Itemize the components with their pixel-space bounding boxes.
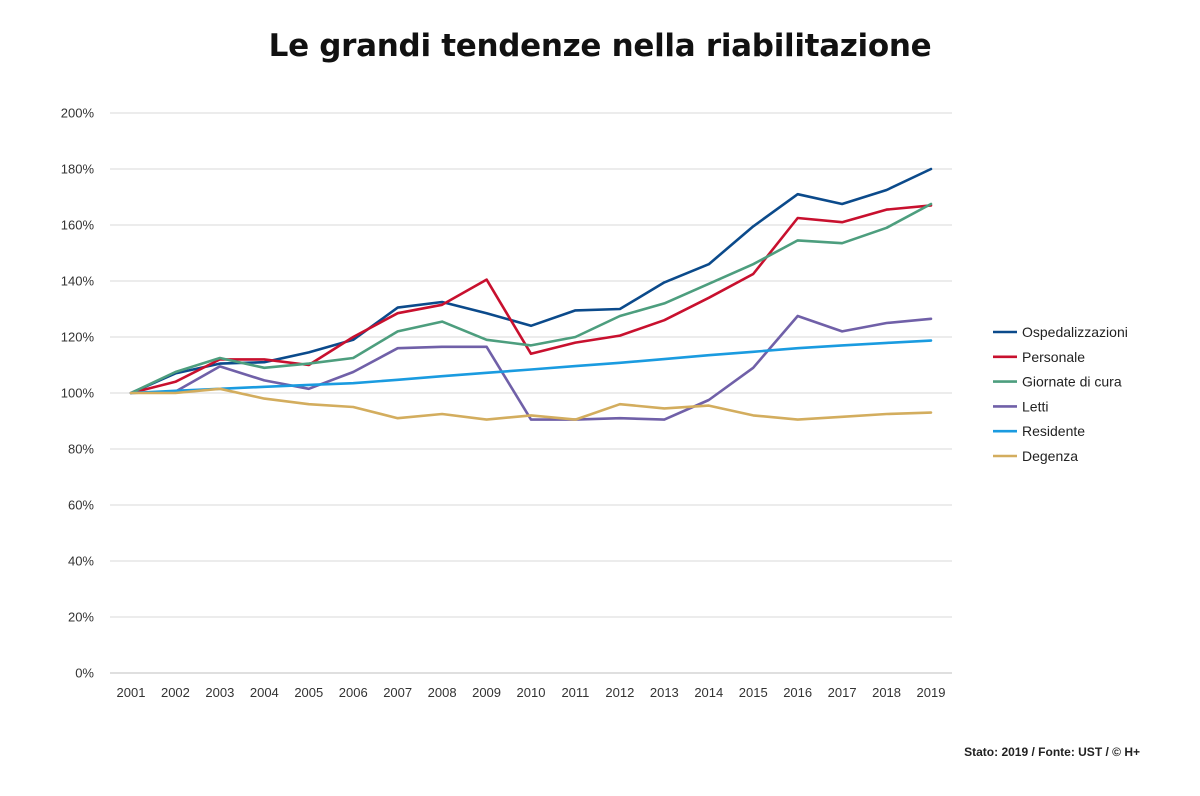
- x-tick-label: 2017: [828, 685, 857, 700]
- x-tick-label: 2003: [205, 685, 234, 700]
- legend-label: Ospedalizzazioni: [1022, 324, 1128, 340]
- x-tick-label: 2008: [428, 685, 457, 700]
- x-tick-label: 2011: [561, 685, 589, 700]
- x-tick-label: 2002: [161, 685, 190, 700]
- y-tick-label: 140%: [61, 274, 95, 289]
- series-line-giornate-di-cura: [129, 202, 933, 395]
- y-tick-label: 180%: [61, 162, 95, 177]
- series-line-degenza: [129, 387, 933, 421]
- x-tick-label: 2001: [117, 685, 146, 700]
- page-title: Le grandi tendenze nella riabilitazione: [268, 28, 932, 64]
- x-tick-label: 2013: [650, 685, 679, 700]
- legend: Ospedalizzazioni Personale Giornate di cur…: [993, 324, 1128, 464]
- legend-label: Degenza: [1022, 448, 1078, 464]
- x-tick-label: 2012: [605, 685, 634, 700]
- y-axis-ticks: 0% 20% 40% 60% 80% 100% 120% 140% 160% 180% 200%: [61, 106, 95, 681]
- y-tick-label: 160%: [61, 218, 95, 233]
- x-tick-label: 2007: [383, 685, 412, 700]
- y-tick-label: 100%: [61, 386, 95, 401]
- series-line-personale: [129, 204, 933, 395]
- x-tick-label: 2016: [783, 685, 812, 700]
- x-tick-label: 2015: [739, 685, 768, 700]
- y-tick-label: 0%: [75, 666, 94, 681]
- source-note: Stato: 2019 / Fonte: UST / © H+: [964, 745, 1140, 759]
- x-tick-label: 2018: [872, 685, 901, 700]
- y-tick-label: 20%: [68, 610, 94, 625]
- y-tick-label: 60%: [68, 498, 94, 513]
- series-line-residente: [129, 339, 933, 395]
- x-tick-label: 2009: [472, 685, 501, 700]
- y-tick-label: 80%: [68, 442, 94, 457]
- x-tick-label: 2005: [294, 685, 323, 700]
- x-tick-label: 2014: [694, 685, 723, 700]
- y-tick-label: 120%: [61, 330, 95, 345]
- legend-label: Personale: [1022, 349, 1085, 365]
- y-tick-label: 200%: [61, 106, 95, 121]
- x-tick-label: 2004: [250, 685, 279, 700]
- x-tick-label: 2006: [339, 685, 368, 700]
- x-tick-label: 2019: [917, 685, 946, 700]
- y-tick-label: 40%: [68, 554, 94, 569]
- grid-lines: [110, 112, 952, 674]
- x-tick-label: 2010: [517, 685, 546, 700]
- legend-label: Residente: [1022, 423, 1085, 439]
- series-line-letti: [129, 314, 933, 421]
- series-line-ospedalizzazioni: [129, 167, 933, 395]
- x-axis-ticks: 2001 2002 2003 2004 2005 2006 2007 2008 2009 2010…: [117, 685, 946, 700]
- legend-label: Giornate di cura: [1022, 374, 1122, 390]
- series-lines: [129, 167, 933, 421]
- legend-label: Letti: [1022, 398, 1048, 414]
